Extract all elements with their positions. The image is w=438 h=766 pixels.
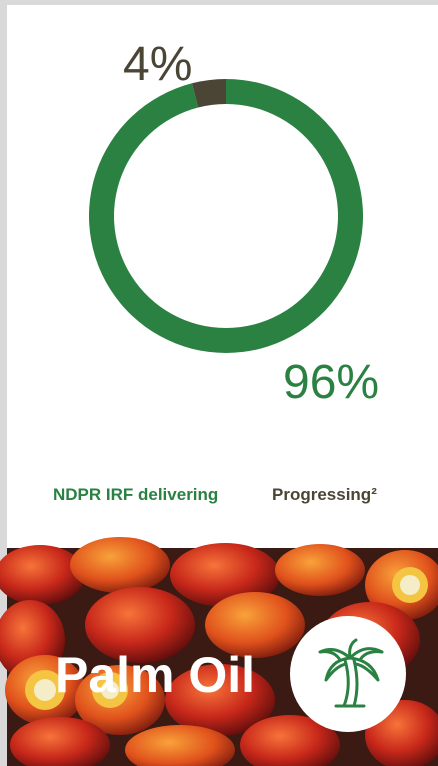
donut-segment <box>191 79 226 108</box>
donut <box>88 79 363 354</box>
palm-icon <box>290 616 406 732</box>
data-label: 96% <box>283 356 379 409</box>
legend-entry: Progressing² <box>272 485 377 504</box>
data-label: 4% <box>123 38 192 91</box>
legend-entry: NDPR IRF delivering <box>53 485 218 504</box>
banner-title: Palm Oil <box>55 647 255 703</box>
